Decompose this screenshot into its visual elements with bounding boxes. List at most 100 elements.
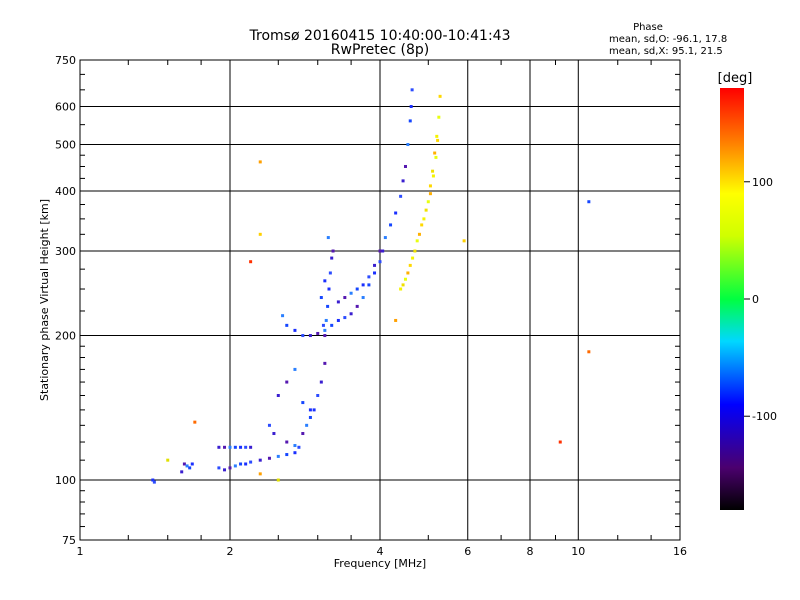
data-point: [316, 394, 320, 398]
data-point: [323, 279, 327, 283]
data-point: [285, 380, 289, 384]
data-point: [399, 287, 403, 291]
data-point: [431, 174, 435, 178]
data-point: [389, 223, 393, 227]
data-point: [233, 445, 237, 449]
data-points: [151, 88, 591, 484]
data-point: [330, 323, 334, 327]
data-point: [293, 328, 297, 332]
data-point: [239, 445, 243, 449]
y-tick-label: 500: [55, 139, 76, 152]
data-point: [437, 115, 441, 119]
data-point: [258, 458, 262, 462]
data-point: [343, 316, 347, 320]
x-tick-label: 4: [377, 545, 384, 558]
data-point: [190, 462, 194, 466]
data-point: [401, 283, 405, 287]
data-point: [401, 179, 405, 183]
data-point: [323, 334, 327, 338]
data-point: [367, 283, 371, 287]
data-point: [293, 367, 297, 371]
data-point: [244, 445, 248, 449]
data-point: [462, 239, 466, 243]
y-tick-label: 750: [55, 54, 76, 67]
data-point: [185, 464, 189, 468]
x-tick-label: 1: [77, 545, 84, 558]
data-point: [244, 462, 248, 466]
data-point: [319, 380, 323, 384]
phase-stats-heading: Phase: [633, 22, 663, 33]
data-point: [272, 432, 276, 436]
data-point: [408, 119, 412, 123]
data-point: [394, 211, 398, 215]
data-point: [276, 478, 280, 482]
data-point: [434, 155, 438, 159]
data-point: [180, 470, 184, 474]
data-point: [394, 318, 398, 322]
data-point: [233, 464, 237, 468]
data-point: [151, 478, 155, 482]
data-point: [285, 440, 289, 444]
data-point: [267, 423, 271, 427]
data-point: [367, 275, 371, 279]
data-point: [166, 458, 170, 462]
data-point: [249, 260, 253, 264]
y-axis-label: Stationary phase Virtual Height [km]: [38, 199, 51, 401]
data-point: [217, 466, 221, 470]
colorbar-tick-label: 0: [752, 293, 759, 306]
data-point: [293, 444, 297, 448]
y-tick-label: 300: [55, 245, 76, 258]
data-point: [361, 283, 365, 287]
data-point: [327, 287, 331, 291]
data-point: [355, 287, 359, 291]
data-point: [249, 460, 253, 464]
y-tick-label: 600: [55, 101, 76, 114]
data-point: [239, 462, 243, 466]
data-point: [319, 296, 323, 300]
data-point: [428, 192, 432, 196]
x-tick-label: 10: [571, 545, 585, 558]
data-point: [276, 454, 280, 458]
data-point: [323, 328, 327, 332]
data-point: [228, 466, 232, 470]
data-point: [413, 249, 417, 253]
data-point: [406, 143, 410, 147]
colorbar-tick-label: -100: [752, 410, 777, 423]
data-point: [297, 445, 301, 449]
x-tick-label: 8: [527, 545, 534, 558]
colorbar: [720, 88, 744, 510]
data-point: [428, 184, 432, 188]
data-point: [152, 480, 156, 484]
data-point: [426, 200, 430, 204]
data-point: [381, 249, 385, 253]
data-point: [331, 249, 335, 253]
data-point: [417, 232, 421, 236]
data-point: [267, 456, 271, 460]
y-axis-ticks: 75 100 200 300 400 500 600 750: [55, 54, 680, 547]
phase-stats-x-line: mean, sd,X: 95.1, 21.5: [609, 46, 723, 57]
data-point: [301, 334, 305, 338]
data-point: [349, 291, 353, 295]
data-point: [424, 208, 428, 212]
data-point: [403, 277, 407, 281]
data-point: [293, 451, 297, 455]
data-point: [188, 466, 192, 470]
data-point: [328, 271, 332, 275]
data-point: [436, 138, 440, 142]
colorbar-tick-label: 100: [752, 176, 773, 189]
data-point: [330, 256, 334, 260]
data-point: [217, 445, 221, 449]
chart-title-line1: Tromsø 20160415 10:40:00-10:41:43: [249, 28, 511, 44]
data-point: [378, 249, 382, 253]
data-point: [228, 445, 232, 449]
x-tick-label: 6: [464, 545, 471, 558]
data-point: [422, 217, 426, 221]
data-point: [410, 88, 414, 92]
data-point: [587, 350, 591, 354]
y-tick-label: 75: [62, 534, 76, 547]
data-point: [336, 300, 340, 304]
phase-stats-o-line: mean, sd,O: -96.1, 17.8: [609, 34, 727, 45]
data-point: [258, 232, 262, 236]
data-point: [343, 296, 347, 300]
